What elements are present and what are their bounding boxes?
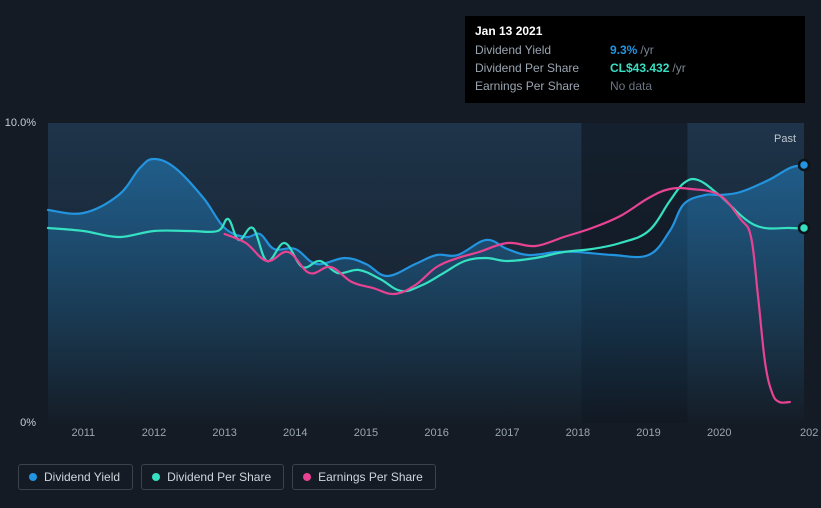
tooltip-row-unit: /yr	[640, 43, 653, 57]
tooltip-row-value: CL$43.432	[610, 61, 669, 75]
dps-endpoint	[799, 223, 809, 233]
x-tick: 2012	[142, 427, 166, 439]
legend-label: Dividend Yield	[44, 470, 120, 484]
legend: Dividend Yield Dividend Per Share Earnin…	[18, 464, 436, 490]
y-axis-min: 0%	[20, 417, 36, 429]
x-tick: 202	[800, 427, 818, 439]
legend-label: Earnings Per Share	[318, 470, 423, 484]
tooltip-row: Earnings Per Share No data	[475, 77, 795, 95]
legend-label: Dividend Per Share	[167, 470, 271, 484]
x-tick: 2017	[495, 427, 519, 439]
tooltip-row-label: Dividend Per Share	[475, 61, 610, 75]
chart-area[interactable]: 10.0% 0% Past 20112012201320142015201620…	[18, 105, 804, 455]
legend-item-eps[interactable]: Earnings Per Share	[292, 464, 436, 490]
legend-item-yield[interactable]: Dividend Yield	[18, 464, 133, 490]
x-tick: 2013	[212, 427, 236, 439]
chart-svg	[48, 123, 804, 423]
x-tick: 2011	[71, 427, 95, 439]
x-axis-labels: 2011 2012 2013 2014 2015 2016 2017 2018 2019 2020…	[48, 427, 804, 447]
legend-dot	[152, 473, 160, 481]
x-tick: 2014	[283, 427, 307, 439]
tooltip-row-value: No data	[610, 79, 652, 93]
yield-endpoint	[799, 160, 809, 170]
chart-tooltip: Jan 13 2021 Dividend Yield 9.3%/yr Divid…	[465, 16, 805, 103]
x-tick: 2016	[424, 427, 448, 439]
tooltip-row-unit: /yr	[672, 61, 685, 75]
x-tick: 2019	[636, 427, 660, 439]
tooltip-date: Jan 13 2021	[475, 24, 795, 41]
x-tick: 2015	[354, 427, 378, 439]
past-label: Past	[774, 133, 796, 145]
x-tick: 2020	[707, 427, 731, 439]
legend-dot	[29, 473, 37, 481]
legend-item-dps[interactable]: Dividend Per Share	[141, 464, 284, 490]
y-axis-max: 10.0%	[5, 117, 36, 129]
tooltip-row-value: 9.3%	[610, 43, 637, 57]
tooltip-row-label: Earnings Per Share	[475, 79, 610, 93]
tooltip-row-label: Dividend Yield	[475, 43, 610, 57]
legend-dot	[303, 473, 311, 481]
x-tick: 2018	[566, 427, 590, 439]
tooltip-row: Dividend Yield 9.3%/yr	[475, 41, 795, 59]
tooltip-row: Dividend Per Share CL$43.432/yr	[475, 59, 795, 77]
